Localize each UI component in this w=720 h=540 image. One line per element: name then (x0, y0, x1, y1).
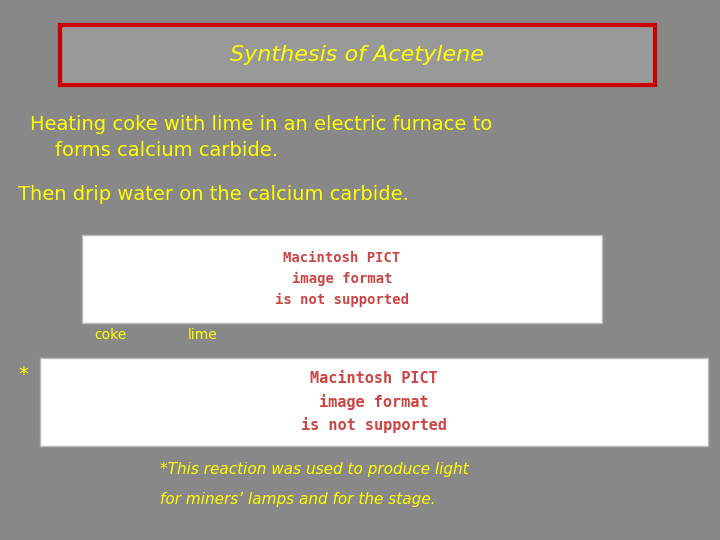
Text: forms calcium carbide.: forms calcium carbide. (30, 141, 278, 160)
Text: *This reaction was used to produce light: *This reaction was used to produce light (160, 462, 469, 477)
Text: coke: coke (94, 328, 126, 342)
Text: Then drip water on the calcium carbide.: Then drip water on the calcium carbide. (18, 185, 409, 204)
Text: Macintosh PICT
image format
is not supported: Macintosh PICT image format is not suppo… (275, 251, 409, 307)
Text: Synthesis of Acetylene: Synthesis of Acetylene (230, 45, 485, 65)
Text: *: * (18, 365, 28, 384)
FancyBboxPatch shape (40, 358, 708, 446)
Text: Macintosh PICT
image format
is not supported: Macintosh PICT image format is not suppo… (301, 370, 447, 433)
Text: for miners’ lamps and for the stage.: for miners’ lamps and for the stage. (160, 492, 436, 507)
Text: Heating coke with lime in an electric furnace to: Heating coke with lime in an electric fu… (30, 115, 492, 134)
FancyBboxPatch shape (60, 25, 655, 85)
FancyBboxPatch shape (82, 235, 602, 323)
Text: lime: lime (188, 328, 217, 342)
